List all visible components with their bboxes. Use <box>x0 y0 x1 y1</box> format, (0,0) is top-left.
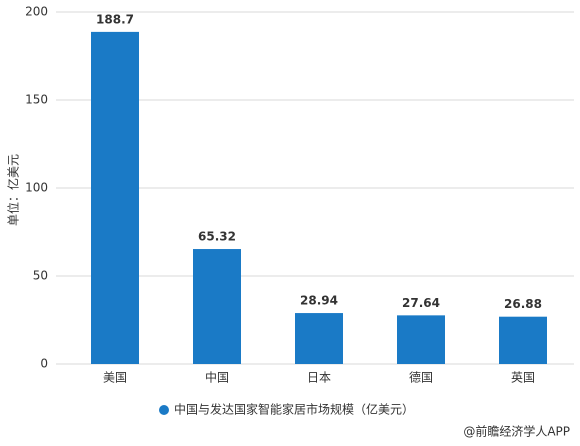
y-tick-label: 50 <box>33 269 48 283</box>
x-tick-label: 日本 <box>307 371 331 385</box>
x-tick-label: 美国 <box>103 371 127 385</box>
legend-marker <box>159 405 169 415</box>
value-label: 28.94 <box>300 294 338 308</box>
source: @前瞻经济学人APP <box>463 424 570 439</box>
x-tick-label: 中国 <box>205 370 229 385</box>
bar <box>499 316 547 364</box>
value-label: 27.64 <box>402 296 440 310</box>
value-label: 26.88 <box>504 297 542 311</box>
bar <box>193 249 241 364</box>
y-tick-label: 0 <box>40 357 48 371</box>
value-label: 188.7 <box>96 12 134 26</box>
bar <box>91 31 139 364</box>
y-tick-label: 100 <box>25 181 48 195</box>
bar <box>295 313 343 364</box>
y-axis-label: 单位：亿美元 <box>6 154 21 226</box>
x-tick-label: 英国 <box>511 371 535 385</box>
x-tick-label: 德国 <box>409 370 433 385</box>
value-label: 65.32 <box>198 230 236 244</box>
y-tick-label: 200 <box>25 5 48 19</box>
y-tick-label: 150 <box>25 93 48 107</box>
legend-label: 中国与发达国家智能家居市场规模（亿美元） <box>174 402 414 417</box>
bar <box>397 315 445 364</box>
